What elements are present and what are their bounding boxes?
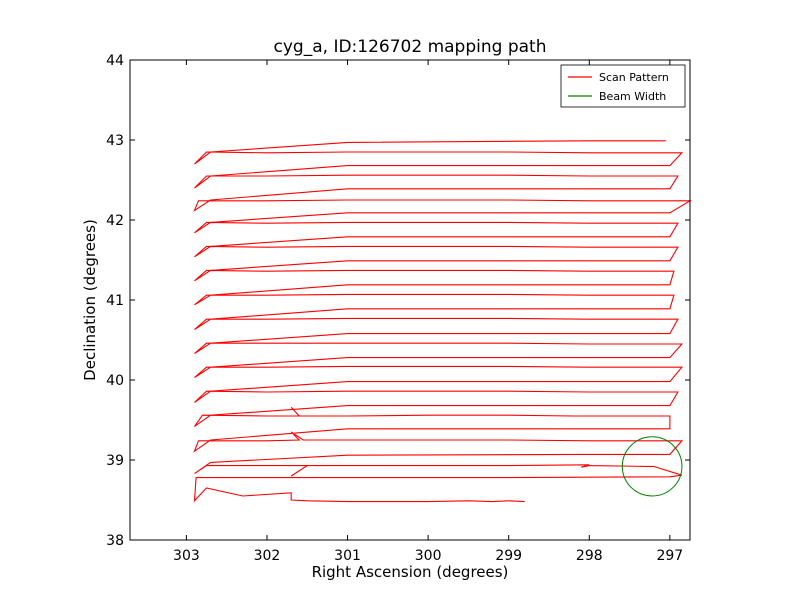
x-tick-label: 303 [173,548,200,564]
legend: Scan Pattern Beam Width [560,64,686,108]
y-tick-label: 42 [106,213,124,229]
scan-pattern-line [193,140,692,503]
y-axis-label: Declination (degrees) [81,219,99,381]
plot-area [193,140,692,503]
y-tick-label: 44 [106,53,124,69]
axis-ticks: 303 302 301 300 299 298 297 38 39 40 41 42 43 44 [106,53,690,564]
y-tick-label: 39 [106,453,124,469]
legend-label: Scan Pattern [599,71,669,84]
x-axis-label: Right Ascension (degrees) [312,563,509,581]
x-tick-label: 299 [495,548,522,564]
x-tick-label: 298 [576,548,603,564]
x-tick-label: 300 [415,548,442,564]
x-tick-label: 302 [254,548,281,564]
y-tick-label: 40 [106,373,124,389]
chart-title: cyg_a, ID:126702 mapping path [274,37,547,57]
y-tick-label: 41 [106,293,124,309]
legend-label: Beam Width [599,90,666,103]
x-tick-label: 301 [334,548,361,564]
y-tick-label: 38 [106,533,124,549]
beam-width-circle [621,436,683,497]
y-tick-label: 43 [106,133,124,149]
x-tick-label: 297 [656,548,683,564]
legend-box [560,64,686,108]
